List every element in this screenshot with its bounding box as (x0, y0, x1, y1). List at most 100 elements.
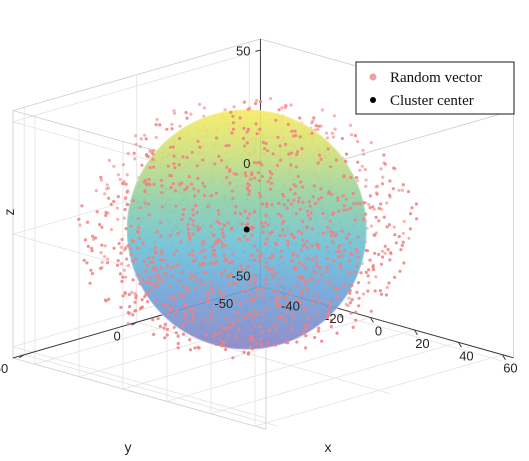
random-vector-point (144, 137, 148, 141)
random-vector-point (187, 235, 191, 239)
random-vector-point (228, 169, 232, 173)
random-vector-point (147, 213, 151, 217)
random-vector-point (194, 203, 198, 208)
random-vector-point (252, 244, 256, 248)
random-vector-point (174, 249, 179, 253)
random-vector-point (345, 208, 349, 212)
y-tick-label: -50 (214, 296, 233, 311)
random-vector-point (188, 338, 192, 342)
random-vector-point (278, 144, 282, 148)
random-vector-point (299, 248, 303, 252)
random-vector-point (151, 152, 155, 156)
random-vector-point (174, 331, 178, 335)
random-vector-point (377, 219, 381, 223)
random-vector-point (199, 250, 203, 254)
random-vector-point (103, 192, 107, 196)
random-vector-point (269, 187, 273, 191)
random-vector-point (151, 268, 155, 272)
random-vector-point (180, 217, 184, 222)
random-vector-point (342, 248, 346, 252)
random-vector-point (215, 220, 220, 224)
random-vector-point (119, 305, 123, 309)
grid-line-z-wall (12, 346, 267, 419)
random-vector-point (307, 316, 311, 320)
random-vector-point (227, 282, 231, 286)
random-vector-point (152, 266, 156, 270)
random-vector-point (93, 236, 98, 240)
random-vector-point (219, 344, 224, 348)
random-vector-point (181, 213, 185, 217)
random-vector-point (238, 116, 242, 120)
random-vector-point (377, 206, 381, 210)
random-vector-point (310, 131, 314, 135)
random-vector-point (373, 251, 377, 255)
random-vector-point (202, 318, 206, 322)
random-vector-point (138, 206, 142, 210)
random-vector-point (154, 274, 158, 278)
random-vector-point (257, 179, 261, 183)
random-vector-point (356, 160, 360, 164)
random-vector-point (120, 279, 124, 283)
random-vector-point (200, 262, 205, 266)
random-vector-point (100, 225, 104, 229)
random-vector-point (169, 185, 173, 189)
random-vector-point (129, 252, 133, 256)
random-vector-point (393, 233, 397, 237)
random-vector-point (154, 123, 158, 127)
random-vector-point (299, 300, 303, 304)
random-vector-point (320, 339, 324, 343)
random-vector-point (165, 327, 169, 331)
random-vector-point (380, 255, 385, 259)
random-vector-point (168, 145, 172, 149)
random-vector-point (331, 231, 335, 235)
random-vector-point (305, 307, 309, 311)
random-vector-point (169, 266, 173, 270)
random-vector-point (103, 244, 107, 248)
random-vector-point (159, 178, 164, 182)
random-vector-point (246, 282, 250, 287)
random-vector-point (221, 326, 225, 330)
random-vector-point (77, 217, 81, 221)
random-vector-point (292, 235, 296, 240)
random-vector-point (193, 274, 197, 278)
random-vector-point (258, 195, 262, 199)
random-vector-point (339, 266, 343, 270)
random-vector-point (149, 281, 153, 285)
random-vector-point (105, 183, 109, 187)
random-vector-point (329, 324, 333, 329)
random-vector-point (270, 267, 274, 271)
random-vector-point (274, 241, 278, 246)
random-vector-point (301, 238, 305, 242)
random-vector-point (267, 268, 271, 272)
random-vector-point (254, 312, 258, 316)
random-vector-point (138, 306, 143, 311)
random-vector-point (166, 312, 170, 316)
random-vector-point (230, 189, 234, 193)
random-vector-point (357, 304, 361, 308)
legend: Random vector Cluster center (355, 61, 515, 115)
random-vector-point (173, 166, 177, 170)
random-vector-point (377, 252, 381, 257)
random-vector-point (295, 298, 299, 302)
random-vector-point (161, 258, 165, 262)
random-vector-point (251, 315, 255, 319)
random-vector-point (342, 208, 346, 212)
x-tick-label: -40 (281, 299, 300, 314)
random-vector-point (295, 340, 299, 344)
random-vector-point (123, 207, 127, 212)
x-tick-label: 20 (415, 336, 429, 351)
random-vector-point (217, 154, 221, 158)
random-vector-point (319, 187, 323, 191)
random-vector-point (157, 273, 161, 278)
random-vector-point (304, 266, 308, 270)
random-vector-point (119, 251, 123, 255)
random-vector-point (274, 118, 278, 122)
random-vector-point (104, 210, 108, 214)
random-vector-point (218, 238, 222, 242)
random-vector-point (300, 275, 304, 279)
random-vector-point (348, 123, 353, 127)
random-vector-point (172, 162, 176, 166)
random-vector-point (284, 318, 288, 322)
random-vector-point (366, 289, 370, 293)
random-vector-point (248, 278, 252, 282)
